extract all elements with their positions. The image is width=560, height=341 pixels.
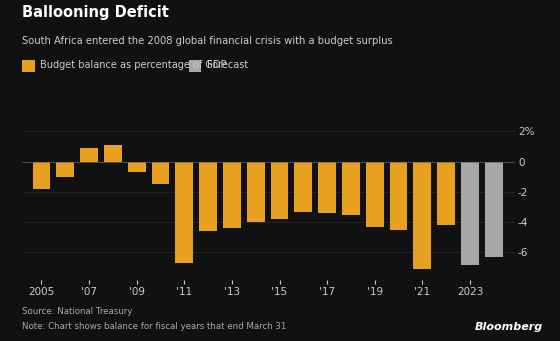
Text: Budget balance as percentage of GDP: Budget balance as percentage of GDP [40, 60, 227, 70]
Text: Source: National Treasury: Source: National Treasury [22, 307, 133, 316]
Bar [32, 162, 50, 189]
Bar [199, 162, 217, 231]
Bar [223, 162, 241, 228]
Bar [104, 145, 122, 162]
Bar [128, 162, 146, 172]
Bar [295, 162, 312, 211]
Bar [80, 148, 98, 162]
Bar [413, 162, 431, 269]
Text: Bloomberg: Bloomberg [475, 322, 543, 332]
Bar [57, 162, 74, 177]
Bar [461, 162, 479, 265]
Bar [366, 162, 384, 227]
Text: Ballooning Deficit: Ballooning Deficit [22, 5, 169, 20]
Bar [437, 162, 455, 225]
Bar [270, 162, 288, 219]
Bar [342, 162, 360, 214]
Bar [485, 162, 503, 257]
Bar [247, 162, 265, 222]
Bar [318, 162, 336, 213]
Text: South Africa entered the 2008 global financial crisis with a budget surplus: South Africa entered the 2008 global fin… [22, 36, 393, 46]
Bar [152, 162, 170, 184]
Text: Forecast: Forecast [207, 60, 248, 70]
Bar [390, 162, 408, 230]
Text: Note: Chart shows balance for fiscal years that end March 31: Note: Chart shows balance for fiscal yea… [22, 322, 287, 331]
Bar [175, 162, 193, 263]
